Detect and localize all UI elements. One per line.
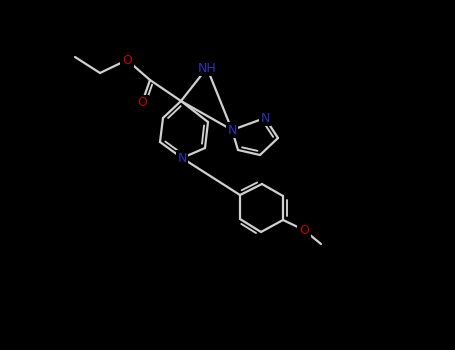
Text: O: O bbox=[137, 97, 147, 110]
Text: N: N bbox=[228, 124, 237, 136]
Text: O: O bbox=[299, 224, 309, 237]
Text: N: N bbox=[177, 152, 187, 164]
Text: O: O bbox=[122, 54, 132, 66]
Text: NH: NH bbox=[197, 62, 217, 75]
Text: N: N bbox=[260, 112, 270, 125]
